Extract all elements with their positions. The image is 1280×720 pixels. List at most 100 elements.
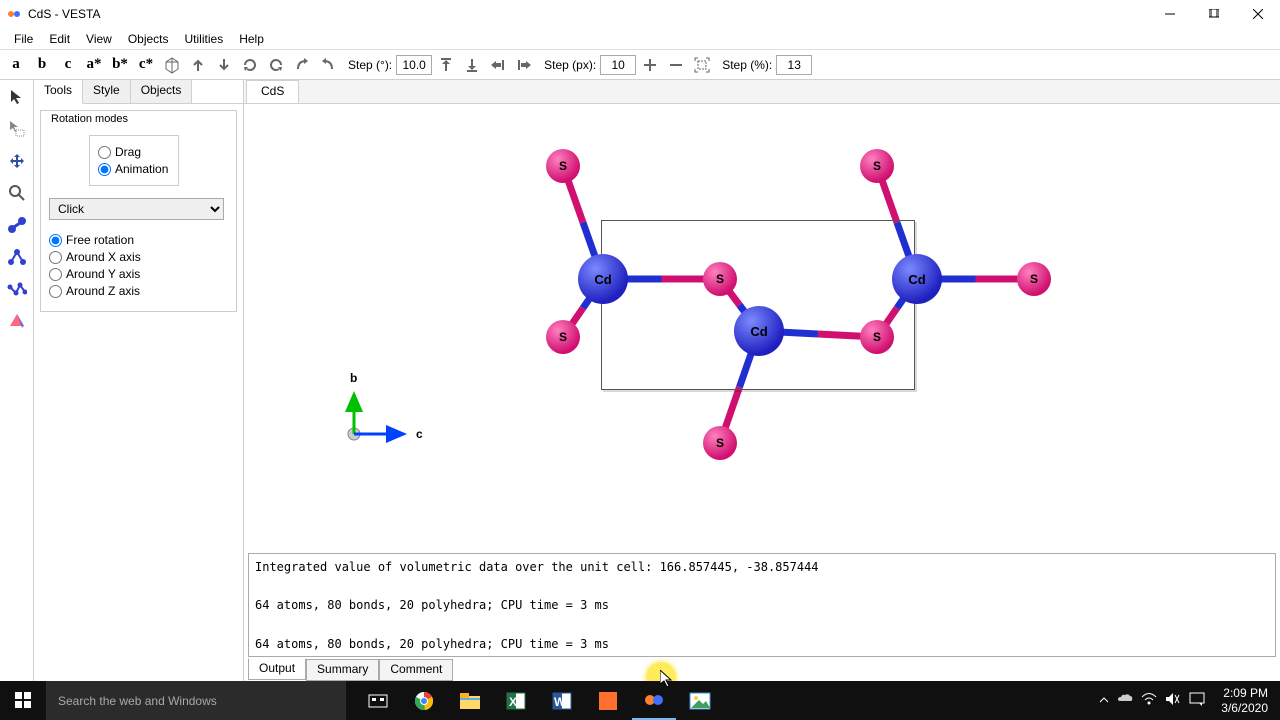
atom-s-7[interactable]: S <box>546 320 580 354</box>
tray-wifi-icon[interactable] <box>1141 692 1157 709</box>
menu-view[interactable]: View <box>78 30 120 48</box>
side-tab-objects[interactable]: Objects <box>131 80 193 103</box>
menu-edit[interactable]: Edit <box>41 30 78 48</box>
menu-file[interactable]: File <box>6 30 41 48</box>
menubar: FileEditViewObjectsUtilitiesHelp <box>0 28 1280 50</box>
translate-up[interactable] <box>434 53 458 77</box>
atom-s-3[interactable]: S <box>703 262 737 296</box>
rotation-legend: Rotation modes <box>47 113 132 125</box>
search-placeholder: Search the web and Windows <box>58 694 217 708</box>
step-pct-label: Step (%): <box>722 58 772 72</box>
axis-c[interactable]: c <box>56 53 80 77</box>
step-px-input[interactable] <box>600 55 636 75</box>
tray-notifications-icon[interactable] <box>1189 692 1205 709</box>
minimize-button[interactable] <box>1148 0 1192 28</box>
rotate-up[interactable] <box>186 53 210 77</box>
axis-cstar[interactable]: c* <box>134 53 158 77</box>
rotation-axis-0[interactable]: Free rotation <box>49 233 228 247</box>
atom-cd-4[interactable]: Cd <box>892 254 942 304</box>
translate-left[interactable] <box>486 53 510 77</box>
fit-view[interactable] <box>690 53 714 77</box>
side-tabs: ToolsStyleObjects <box>34 80 243 104</box>
atom-cd-6[interactable]: Cd <box>734 306 784 356</box>
app-icon-orange[interactable] <box>586 681 630 720</box>
select-tool[interactable] <box>4 116 30 142</box>
rotate-ccw[interactable] <box>238 53 262 77</box>
rotation-modes-group: Rotation modes Drag Animation Click Free… <box>40 110 237 312</box>
photos-icon[interactable] <box>678 681 722 720</box>
axis-bstar[interactable]: b* <box>108 53 132 77</box>
word-icon[interactable]: W <box>540 681 584 720</box>
translate-down[interactable] <box>460 53 484 77</box>
maximize-button[interactable] <box>1192 0 1236 28</box>
tray-volume-icon[interactable] <box>1165 692 1181 709</box>
unit-cell-box <box>601 220 915 390</box>
window-title: CdS - VESTA <box>28 7 1148 21</box>
rotation-mode-drag[interactable]: Drag <box>98 145 170 159</box>
output-tabs: OutputSummaryComment <box>248 659 1276 681</box>
atom-s-9[interactable]: S <box>703 426 737 460</box>
excel-icon[interactable]: X <box>494 681 538 720</box>
step-px-label: Step (px): <box>544 58 596 72</box>
tilt-left[interactable] <box>290 53 314 77</box>
atom-s-0[interactable]: S <box>546 149 580 183</box>
axis-a[interactable]: a <box>4 53 28 77</box>
atom-s-8[interactable]: S <box>860 320 894 354</box>
output-tab-comment[interactable]: Comment <box>379 659 453 681</box>
3d-viewport[interactable]: b c SSCdSCdSCdSSS <box>244 104 1280 553</box>
taskbar-search[interactable]: Search the web and Windows <box>46 681 346 720</box>
taskbar-clock[interactable]: 2:09 PM 3/6/2020 <box>1213 686 1276 715</box>
start-button[interactable] <box>0 681 46 720</box>
bond-tool[interactable] <box>4 212 30 238</box>
step-deg-input[interactable] <box>396 55 432 75</box>
document-tabs: CdS <box>244 80 1280 104</box>
close-button[interactable] <box>1236 0 1280 28</box>
atom-s-1[interactable]: S <box>860 149 894 183</box>
explorer-icon[interactable] <box>448 681 492 720</box>
app-icon <box>6 6 22 22</box>
titlebar: CdS - VESTA <box>0 0 1280 28</box>
svg-text:W: W <box>554 695 566 709</box>
axis-b[interactable]: b <box>30 53 54 77</box>
rotate-down[interactable] <box>212 53 236 77</box>
output-tab-summary[interactable]: Summary <box>306 659 379 681</box>
system-tray[interactable]: 2:09 PM 3/6/2020 <box>1099 686 1280 715</box>
axis-astar[interactable]: a* <box>82 53 106 77</box>
menu-utilities[interactable]: Utilities <box>177 30 232 48</box>
atom-s-5[interactable]: S <box>1017 262 1051 296</box>
atom-cd-2[interactable]: Cd <box>578 254 628 304</box>
translate-right[interactable] <box>512 53 536 77</box>
pointer-tool[interactable] <box>4 84 30 110</box>
side-panel: ToolsStyleObjects Rotation modes Drag An… <box>34 80 244 681</box>
dihedral-tool[interactable] <box>4 276 30 302</box>
tray-chevron-icon[interactable] <box>1099 694 1109 708</box>
perspective-button[interactable] <box>160 53 184 77</box>
chrome-icon[interactable] <box>402 681 446 720</box>
zoom-out[interactable] <box>664 53 688 77</box>
rotation-mode-animation[interactable]: Animation <box>98 162 170 176</box>
step-pct-input[interactable] <box>776 55 812 75</box>
move-tool[interactable] <box>4 148 30 174</box>
output-panel[interactable]: Integrated value of volumetric data over… <box>248 553 1276 657</box>
menu-objects[interactable]: Objects <box>120 30 177 48</box>
zoom-in[interactable] <box>638 53 662 77</box>
plane-tool[interactable] <box>4 308 30 334</box>
rotation-axis-2[interactable]: Around Y axis <box>49 267 228 281</box>
rotation-axis-1[interactable]: Around X axis <box>49 250 228 264</box>
rotate-cw[interactable] <box>264 53 288 77</box>
taskbar: Search the web and Windows X W 2:09 PM 3… <box>0 681 1280 720</box>
output-tab-output[interactable]: Output <box>248 658 306 680</box>
tilt-right[interactable] <box>316 53 340 77</box>
step-deg-label: Step (°): <box>348 58 392 72</box>
task-view-icon[interactable] <box>356 681 400 720</box>
angle-tool[interactable] <box>4 244 30 270</box>
zoom-tool[interactable] <box>4 180 30 206</box>
doc-tab-cds[interactable]: CdS <box>246 80 299 103</box>
side-tab-tools[interactable]: Tools <box>34 80 83 104</box>
rotation-click-select[interactable]: Click <box>49 198 224 220</box>
tray-onedrive-icon[interactable] <box>1117 693 1133 708</box>
rotation-axis-3[interactable]: Around Z axis <box>49 284 228 298</box>
menu-help[interactable]: Help <box>231 30 272 48</box>
side-tab-style[interactable]: Style <box>83 80 131 103</box>
toolbar: abca*b*c* Step (°): Step (px): Step (%): <box>0 50 1280 80</box>
